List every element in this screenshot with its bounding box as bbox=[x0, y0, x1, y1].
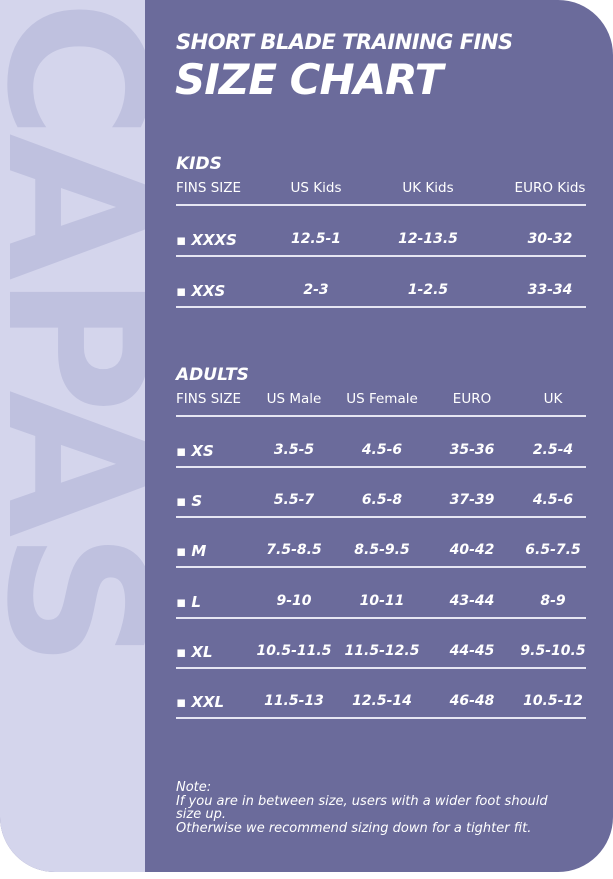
kids-table-row: ▪ XXS 2-3 1-2.5 33-34 bbox=[176, 282, 586, 302]
divider bbox=[176, 616, 586, 619]
size-value: 6.5-7.5 bbox=[525, 542, 581, 559]
product-title: SHORT BLADE TRAINING FINS bbox=[176, 30, 513, 54]
note-line-1: If you are in between size, users with a… bbox=[176, 793, 548, 822]
size-value: 10.5-11.5 bbox=[256, 642, 332, 659]
size-value: 10.5-12 bbox=[523, 693, 583, 709]
size-value: 33-34 bbox=[527, 281, 573, 298]
size-value: 1-2.5 bbox=[407, 281, 449, 298]
size-value: 37-39 bbox=[449, 492, 495, 509]
size-label: ▪ XS bbox=[176, 442, 214, 460]
size-value: 8-9 bbox=[540, 592, 566, 609]
size-label: ▪ XL bbox=[176, 642, 213, 661]
adults-table-row: ▪ XXL 11.5-13 12.5-14 46-48 10.5-12 bbox=[176, 693, 586, 713]
adults-heading: ADULTS bbox=[176, 365, 249, 385]
size-value: 9.5-10.5 bbox=[520, 642, 586, 659]
size-value: 5.5-7 bbox=[273, 492, 315, 509]
size-value: 4.5-6 bbox=[361, 442, 403, 458]
page-title: SIZE CHART bbox=[175, 55, 443, 104]
size-value: 44-45 bbox=[449, 642, 495, 659]
column-header: FINS SIZE bbox=[176, 180, 242, 196]
divider bbox=[176, 255, 586, 257]
size-value: 12.5-14 bbox=[352, 693, 412, 709]
size-value: 40-42 bbox=[449, 542, 495, 559]
size-value: 7.5-8.5 bbox=[266, 542, 322, 559]
size-value: 9-10 bbox=[276, 592, 312, 609]
kids-heading: KIDS bbox=[176, 154, 222, 174]
kids-table-row: ▪ XXXS 12.5-1 12-13.5 30-32 bbox=[176, 231, 586, 251]
size-value: 43-44 bbox=[449, 592, 495, 609]
adults-table-row: ▪ M 7.5-8.5 8.5-9.5 40-42 6.5-7.5 bbox=[176, 542, 586, 562]
size-label: ▪ XXS bbox=[176, 281, 226, 300]
size-value: 30-32 bbox=[527, 231, 573, 247]
size-value: 8.5-9.5 bbox=[354, 542, 410, 559]
divider bbox=[176, 466, 586, 468]
divider bbox=[176, 305, 586, 308]
divider bbox=[176, 566, 586, 569]
size-label: ▪ XXXS bbox=[176, 231, 237, 249]
divider bbox=[176, 516, 586, 519]
divider bbox=[176, 666, 586, 669]
adults-table-row: ▪ XS 3.5-5 4.5-6 35-36 2.5-4 bbox=[176, 442, 586, 462]
column-header: US Female bbox=[346, 391, 418, 407]
size-value: 11.5-13 bbox=[264, 693, 324, 709]
kids-header-row: FINS SIZE US Kids UK Kids EURO Kids bbox=[176, 180, 586, 200]
column-header: UK Kids bbox=[402, 180, 454, 196]
column-header: FINS SIZE bbox=[176, 391, 242, 407]
column-header: US Male bbox=[266, 391, 322, 407]
size-value: 11.5-12.5 bbox=[344, 642, 420, 659]
size-value: 2.5-4 bbox=[532, 442, 574, 458]
size-value: 12.5-1 bbox=[290, 231, 342, 247]
size-value: 2-3 bbox=[303, 281, 329, 298]
divider bbox=[176, 717, 586, 719]
note-line-2: Otherwise we recommend sizing down for a… bbox=[176, 820, 532, 836]
size-label: ▪ L bbox=[176, 592, 201, 611]
size-value: 46-48 bbox=[449, 693, 495, 709]
brand-watermark-logo: CAPAS bbox=[0, 0, 145, 662]
note-label: Note: bbox=[176, 780, 212, 795]
divider bbox=[176, 204, 586, 206]
size-value: 35-36 bbox=[449, 442, 495, 458]
size-value: 4.5-6 bbox=[532, 492, 574, 509]
column-header: EURO Kids bbox=[514, 180, 586, 196]
column-header: EURO bbox=[452, 391, 492, 407]
size-label: ▪ S bbox=[176, 492, 203, 511]
size-value: 3.5-5 bbox=[273, 442, 315, 458]
size-label: ▪ XXL bbox=[176, 693, 225, 711]
column-header: UK bbox=[543, 391, 563, 407]
column-header: US Kids bbox=[290, 180, 342, 196]
size-label: ▪ M bbox=[176, 542, 207, 561]
adults-table-row: ▪ S 5.5-7 6.5-8 37-39 4.5-6 bbox=[176, 492, 586, 512]
brand-strip: CAPAS bbox=[0, 0, 145, 872]
divider bbox=[176, 415, 586, 417]
size-value: 6.5-8 bbox=[361, 492, 403, 509]
size-value: 10-11 bbox=[359, 592, 405, 609]
svg-text:CAPAS: CAPAS bbox=[0, 0, 145, 662]
adults-table-row: ▪ XL 10.5-11.5 11.5-12.5 44-45 9.5-10.5 bbox=[176, 643, 586, 663]
adults-header-row: FINS SIZE US Male US Female EURO UK bbox=[176, 391, 586, 411]
size-value: 12-13.5 bbox=[398, 231, 458, 247]
adults-table-row: ▪ L 9-10 10-11 43-44 8-9 bbox=[176, 593, 586, 613]
note: Note: If you are in between size, users … bbox=[176, 781, 576, 835]
